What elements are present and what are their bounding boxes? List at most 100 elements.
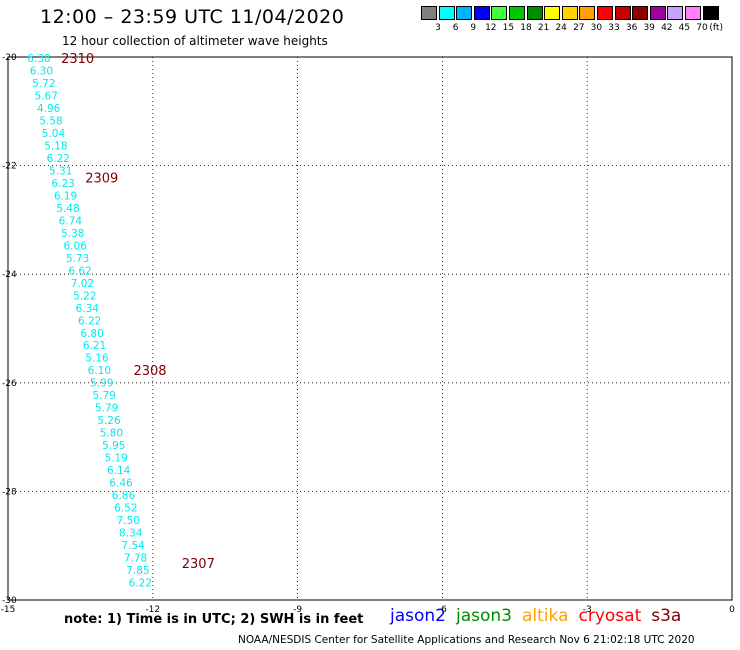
swh-value: 6.23 xyxy=(51,178,74,190)
swh-value: 5.95 xyxy=(102,440,125,452)
swh-value: 6.38 xyxy=(27,53,50,65)
scale-label: 21 xyxy=(537,23,550,33)
scale-swatch xyxy=(614,6,631,20)
scale-label: 12 xyxy=(485,23,497,33)
scale-swatch xyxy=(632,6,649,20)
y-tick-label: -30 xyxy=(2,596,17,606)
swh-value: 6.74 xyxy=(59,215,83,227)
x-tick-label: -15 xyxy=(1,605,16,615)
scale-swatch xyxy=(509,6,525,20)
x-tick-label: 0 xyxy=(729,605,735,615)
swh-value: 5.67 xyxy=(35,90,58,102)
x-tick-label: -3 xyxy=(583,605,592,615)
scale-label: 24 xyxy=(555,23,567,33)
scale-label: 42 xyxy=(661,23,673,33)
footer-note: note: 1) Time is in UTC; 2) SWH is in fe… xyxy=(64,612,364,627)
swh-value: 4.96 xyxy=(37,103,61,115)
swh-value: 5.18 xyxy=(44,140,67,152)
scale-swatch xyxy=(491,6,508,20)
pass-label: 2308 xyxy=(133,364,166,379)
scale-swatch xyxy=(579,6,596,20)
swh-value: 7.78 xyxy=(124,553,147,565)
swh-value: 7.02 xyxy=(71,278,94,290)
scale-swatch xyxy=(667,6,684,20)
swh-value: 6.10 xyxy=(88,365,111,377)
y-tick-label: -28 xyxy=(2,487,17,497)
y-tick-label: -20 xyxy=(2,53,17,63)
satellite-legend-item: jason2 xyxy=(390,606,446,626)
swh-value: 6.46 xyxy=(109,478,133,490)
pass-label: 2310 xyxy=(61,52,94,67)
swh-value: 5.79 xyxy=(95,403,118,415)
swh-value: 6.19 xyxy=(54,190,77,202)
satellite-legend-item: altika xyxy=(522,606,569,626)
swh-value: 6.06 xyxy=(64,240,88,252)
swh-value: 5.04 xyxy=(42,128,66,140)
scale-swatch xyxy=(597,6,613,20)
scale-swatch xyxy=(526,6,543,20)
swh-value: 5.79 xyxy=(92,390,115,402)
swh-value: 5.19 xyxy=(105,453,128,465)
scale-swatch xyxy=(456,6,473,20)
swh-value: 7.85 xyxy=(126,565,149,577)
plot-frame xyxy=(7,56,733,601)
satellite-legend-item: cryosat xyxy=(578,606,642,626)
scale-unit: (ft) xyxy=(709,23,723,33)
swh-value: 5.26 xyxy=(97,415,121,427)
swh-value: 6.21 xyxy=(83,340,106,352)
scale-label: 15 xyxy=(502,23,515,33)
scale-label: 30 xyxy=(590,23,603,33)
swh-value: 7.50 xyxy=(117,515,140,527)
chart-title: 12:00 – 23:59 UTC 11/04/2020 xyxy=(40,6,345,28)
swh-value: 6.22 xyxy=(78,315,101,327)
swh-value: 5.80 xyxy=(100,428,123,440)
chart-subtitle: 12 hour collection of altimeter wave hei… xyxy=(62,34,328,48)
y-tick-label: -24 xyxy=(2,270,17,280)
y-tick-label: -26 xyxy=(2,379,17,389)
scale-label: 45 xyxy=(678,23,691,33)
swh-value: 6.30 xyxy=(30,65,53,77)
swh-value: 5.58 xyxy=(39,115,62,127)
satellite-legend: jason2 jason3 altika cryosat s3a xyxy=(390,606,691,626)
swh-value: 6.62 xyxy=(68,265,91,277)
swh-value: 7.54 xyxy=(121,540,145,552)
swh-value: 5.16 xyxy=(85,353,109,365)
swh-value: 5.48 xyxy=(56,203,79,215)
scale-label: 36 xyxy=(625,23,638,33)
swh-value: 6.22 xyxy=(47,153,70,165)
scale-label: 39 xyxy=(643,23,655,33)
pass-label: 2309 xyxy=(85,171,118,186)
pass-label: 2307 xyxy=(182,557,215,572)
satellite-legend-item: jason3 xyxy=(456,606,512,626)
scale-swatch xyxy=(473,6,490,20)
swh-value: 5.38 xyxy=(61,228,84,240)
x-tick-label: -6 xyxy=(438,605,447,615)
scale-label: 33 xyxy=(608,23,620,33)
scale-swatch xyxy=(702,6,719,20)
swh-value: 5.73 xyxy=(66,253,89,265)
x-tick-label: -9 xyxy=(293,605,302,615)
swh-value: 5.31 xyxy=(49,165,72,177)
swh-value: 5.22 xyxy=(73,290,96,302)
scale-label: 3 xyxy=(435,23,441,33)
scale-label: 9 xyxy=(470,23,477,33)
x-tick-label: -12 xyxy=(145,605,160,615)
satellite-legend-item: s3a xyxy=(651,606,682,626)
swh-value: 6.52 xyxy=(114,503,137,515)
swh-value: 6.86 xyxy=(112,490,136,502)
scale-swatch xyxy=(561,6,578,20)
swh-value: 8.34 xyxy=(119,528,143,540)
scale-label: 70 xyxy=(696,23,708,33)
scale-swatch xyxy=(438,6,455,20)
y-tick-label: -22 xyxy=(2,162,17,172)
scale-swatch xyxy=(685,6,701,20)
swh-value: 6.14 xyxy=(107,465,131,477)
scale-swatch xyxy=(421,6,437,20)
swh-value: 6.34 xyxy=(76,303,100,315)
scale-label: 6 xyxy=(452,23,459,33)
scale-swatch xyxy=(649,6,666,20)
swh-value: 5.99 xyxy=(90,378,113,390)
swh-value: 6.80 xyxy=(80,328,103,340)
swh-value: 5.72 xyxy=(32,78,55,90)
